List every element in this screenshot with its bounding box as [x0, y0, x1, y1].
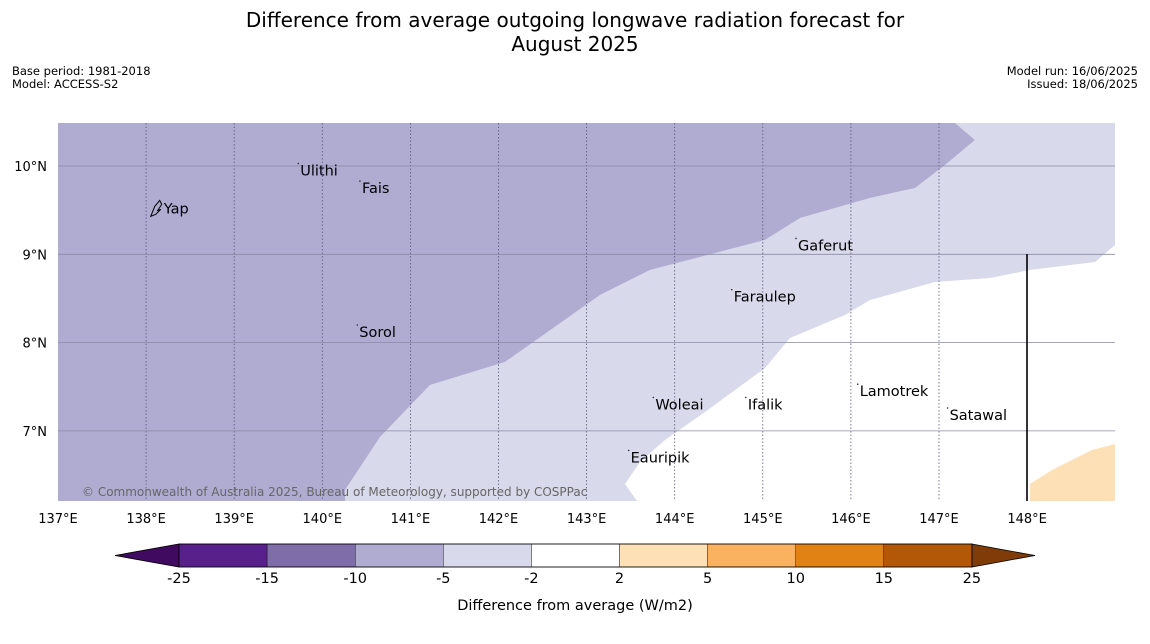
- island-dot: [627, 449, 630, 452]
- title-line-2: August 2025: [511, 32, 639, 56]
- latitude-label: 7°N: [23, 425, 48, 440]
- place-label: Eauripik: [631, 450, 690, 466]
- meta-left: Base period: 1981-2018 Model: ACCESS-S2: [12, 65, 151, 91]
- place-label: Gaferut: [798, 238, 853, 254]
- colorbar-segment: [178, 543, 268, 568]
- colorbar-tick-label: 15: [875, 571, 893, 587]
- colorbar: -25 -15 -10 -5 -2 2 5 10 15 25: [114, 543, 1036, 587]
- place-sorol: Sorol: [356, 324, 396, 341]
- base-period-text: Base period: 1981-2018: [12, 64, 151, 78]
- place-label: Woleai: [655, 397, 703, 413]
- island-dot: [652, 396, 655, 399]
- place-fais: Fais: [359, 180, 389, 197]
- longitude-label: 139°E: [214, 512, 254, 527]
- colorbar-segment: [883, 543, 973, 568]
- colorbar-tick-label: 10: [786, 571, 804, 587]
- island-dot: [795, 237, 797, 240]
- colorbar-segment: [795, 543, 885, 568]
- island-dot: [356, 324, 359, 326]
- colorbar-tick-label: -2: [524, 571, 538, 587]
- place-label: Lamotrek: [860, 384, 929, 400]
- place-label: Ulithi: [300, 163, 338, 179]
- longitude-label: 144°E: [655, 512, 695, 527]
- colorbar-label: Difference from average (W/m2): [457, 598, 693, 614]
- longitude-label: 140°E: [303, 512, 343, 527]
- island-markers: Yap Ulithi Fais Gaferut Faraulep Sorol Woleai I…: [149, 162, 1007, 466]
- place-ulithi: Ulithi: [297, 162, 338, 179]
- latitude-label: 10°N: [14, 160, 47, 175]
- place-label: Faraulep: [734, 290, 796, 306]
- colorbar-segment: [266, 543, 356, 568]
- colorbar-segment: [619, 543, 708, 568]
- colorbar-segment: [707, 543, 796, 568]
- longitude-label: 137°E: [38, 512, 78, 527]
- colorbar-extend-max: [971, 543, 1036, 568]
- region-plus2-plus5: [1030, 444, 1115, 501]
- model-run-text: Model run: 16/06/2025: [1006, 64, 1138, 78]
- colorbar-tick-label: -5: [436, 571, 450, 587]
- place-label: Fais: [362, 181, 389, 197]
- colorbar-segment: [355, 543, 444, 568]
- colorbar-tick-label: -25: [167, 571, 191, 587]
- longitude-label: 147°E: [919, 512, 959, 527]
- latitude-label: 8°N: [23, 337, 48, 352]
- colorbar-segment: [443, 543, 532, 568]
- colorbar-outline: [178, 543, 973, 568]
- place-label: Yap: [163, 201, 189, 217]
- place-ifalik: Ifalik: [745, 396, 783, 413]
- place-yap: Yap: [149, 199, 189, 218]
- map-title: Difference from average outgoing longwav…: [0, 8, 1150, 56]
- colorbar-tick-label: -10: [343, 571, 367, 587]
- issued-text: Issued: 18/06/2025: [1027, 77, 1138, 91]
- colorbar-extend-min: [114, 543, 180, 568]
- place-satawal: Satawal: [946, 407, 1007, 424]
- meta-right: Model run: 16/06/2025 Issued: 18/06/2025: [1007, 65, 1138, 91]
- title-line-1: Difference from average outgoing longwav…: [245, 8, 905, 32]
- longitude-labels: 137°E 138°E 139°E 140°E 141°E 142°E 143°E 144°E…: [38, 512, 1047, 527]
- place-label: Sorol: [359, 325, 396, 341]
- island-shape: [149, 199, 163, 218]
- model-text: Model: ACCESS-S2: [12, 77, 119, 91]
- latitude-labels: 10°N 9°N 8°N 7°N: [14, 160, 47, 440]
- colorbar-segment: [531, 543, 620, 568]
- place-lamotrek: Lamotrek: [856, 383, 929, 400]
- island-dot: [745, 396, 747, 399]
- longitude-label: 141°E: [391, 512, 431, 527]
- place-faraulep: Faraulep: [730, 288, 796, 306]
- island-dot: [856, 383, 859, 385]
- longitude-label: 138°E: [126, 512, 166, 527]
- colorbar-tick-label: -15: [255, 571, 279, 587]
- place-woleai: Woleai: [652, 396, 704, 413]
- longitude-label: 145°E: [743, 512, 783, 527]
- map-gridlines: [58, 123, 1115, 501]
- place-gaferut: Gaferut: [795, 237, 853, 254]
- longitude-label: 142°E: [479, 512, 519, 527]
- place-label: Ifalik: [748, 397, 783, 413]
- colorbar-tick-label: 5: [703, 571, 712, 587]
- island-dot: [297, 162, 300, 165]
- longitude-label: 143°E: [567, 512, 607, 527]
- latitude-label: 9°N: [23, 248, 48, 263]
- place-eauripik: Eauripik: [627, 449, 690, 466]
- island-dot: [359, 180, 361, 182]
- island-dot: [946, 407, 949, 409]
- longitude-label: 148°E: [1007, 512, 1047, 527]
- region-minus10-minus5: [58, 123, 975, 501]
- colorbar-tick-label: 2: [615, 571, 624, 587]
- attribution-text: © Commonwealth of Australia 2025, Bureau…: [82, 485, 587, 499]
- colorbar-tick-label: 25: [963, 571, 981, 587]
- region-minus5-minus2: [345, 123, 1115, 501]
- map-area: Yap Ulithi Fais Gaferut Faraulep Sorol Woleai I…: [14, 123, 1115, 527]
- longitude-label: 146°E: [831, 512, 871, 527]
- place-label: Satawal: [950, 408, 1007, 424]
- island-dot: [730, 288, 733, 291]
